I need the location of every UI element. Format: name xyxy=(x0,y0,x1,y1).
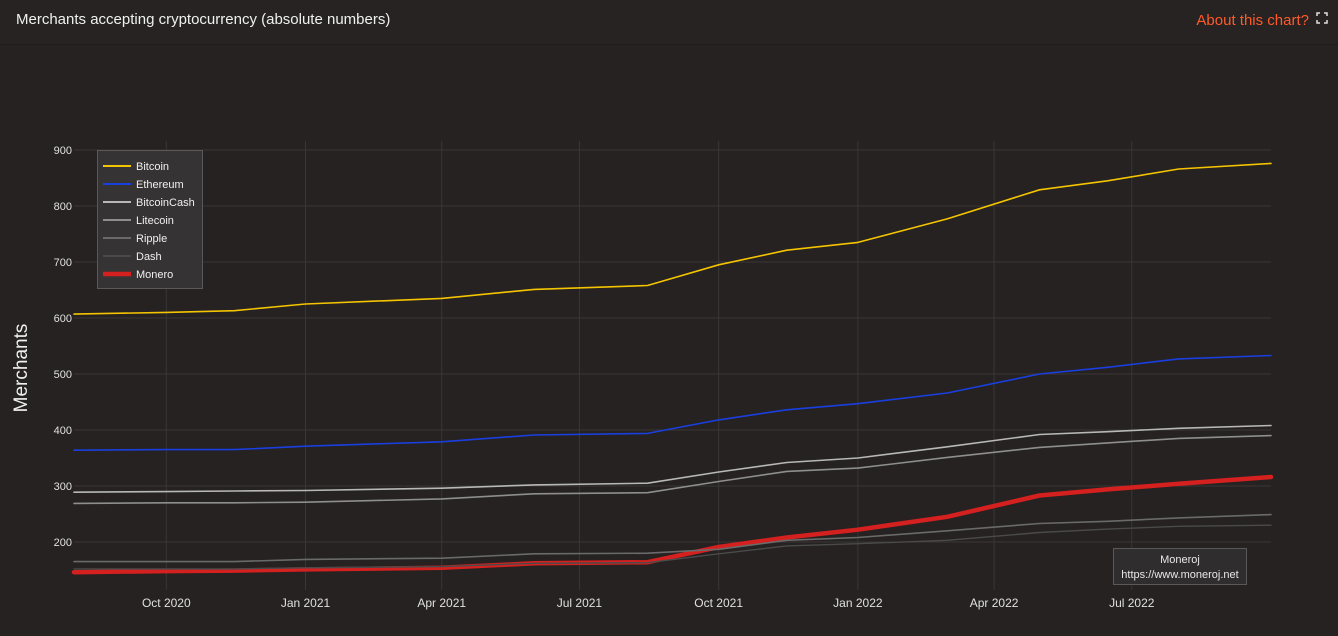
x-tick-label: Jul 2021 xyxy=(557,596,603,610)
chart-header: Merchants accepting cryptocurrency (abso… xyxy=(0,0,1338,45)
series-line-monero xyxy=(71,474,1274,575)
watermark: Moneroj https://www.moneroj.net xyxy=(1113,548,1247,585)
y-tick-label: 800 xyxy=(54,201,72,213)
expand-icon[interactable] xyxy=(1316,12,1328,24)
x-tick-label: Jan 2021 xyxy=(281,596,331,610)
x-tick-label: Jul 2022 xyxy=(1109,596,1155,610)
x-tick-label: Oct 2021 xyxy=(694,596,743,610)
x-tick-label: Apr 2022 xyxy=(970,596,1019,610)
legend-entry-bitcoincash[interactable]: BitcoinCash xyxy=(136,197,195,209)
watermark-name: Moneroj xyxy=(1160,554,1200,566)
legend: Bitcoin Ethereum BitcoinCash Litecoin Ripple… xyxy=(97,150,203,289)
y-tick-label: 600 xyxy=(54,313,72,325)
x-tick-label: Jan 2022 xyxy=(833,596,883,610)
legend-entry-ripple[interactable]: Ripple xyxy=(136,233,167,245)
x-axis-ticks: Oct 2020 Jan 2021 Apr 2021 Jul 2021 Oct 2021… xyxy=(142,596,1155,610)
watermark-url: https://www.moneroj.net xyxy=(1121,569,1238,581)
legend-entry-bitcoin[interactable]: Bitcoin xyxy=(136,161,169,173)
legend-entry-litecoin[interactable]: Litecoin xyxy=(136,215,174,227)
about-chart-link[interactable]: About this chart? xyxy=(1196,12,1309,29)
series-line-dash xyxy=(73,524,1272,570)
x-tick-label: Apr 2021 xyxy=(417,596,466,610)
series-line-bitcoin xyxy=(73,162,1272,315)
page-title: Merchants accepting cryptocurrency (abso… xyxy=(16,11,391,28)
legend-entry-dash[interactable]: Dash xyxy=(136,251,162,263)
series-lines xyxy=(71,162,1274,575)
grid-lines xyxy=(74,141,1271,590)
watermark-box xyxy=(1113,548,1247,585)
y-axis-ticks: 200 300 400 500 600 700 800 900 xyxy=(54,145,72,549)
legend-entry-monero[interactable]: Monero xyxy=(136,269,173,281)
y-tick-label: 300 xyxy=(54,481,72,493)
y-tick-label: 200 xyxy=(54,537,72,549)
y-tick-label: 500 xyxy=(54,369,72,381)
series-line-ripple xyxy=(73,513,1272,563)
legend-entry-ethereum[interactable]: Ethereum xyxy=(136,179,184,191)
series-line-bitcoincash xyxy=(73,424,1272,494)
series-line-litecoin xyxy=(73,434,1272,505)
y-tick-label: 900 xyxy=(54,145,72,157)
y-axis-label: Merchants xyxy=(11,324,32,413)
y-tick-label: 700 xyxy=(54,257,72,269)
x-tick-label: Oct 2020 xyxy=(142,596,191,610)
series-line-ethereum xyxy=(73,354,1272,452)
y-tick-label: 400 xyxy=(54,425,72,437)
